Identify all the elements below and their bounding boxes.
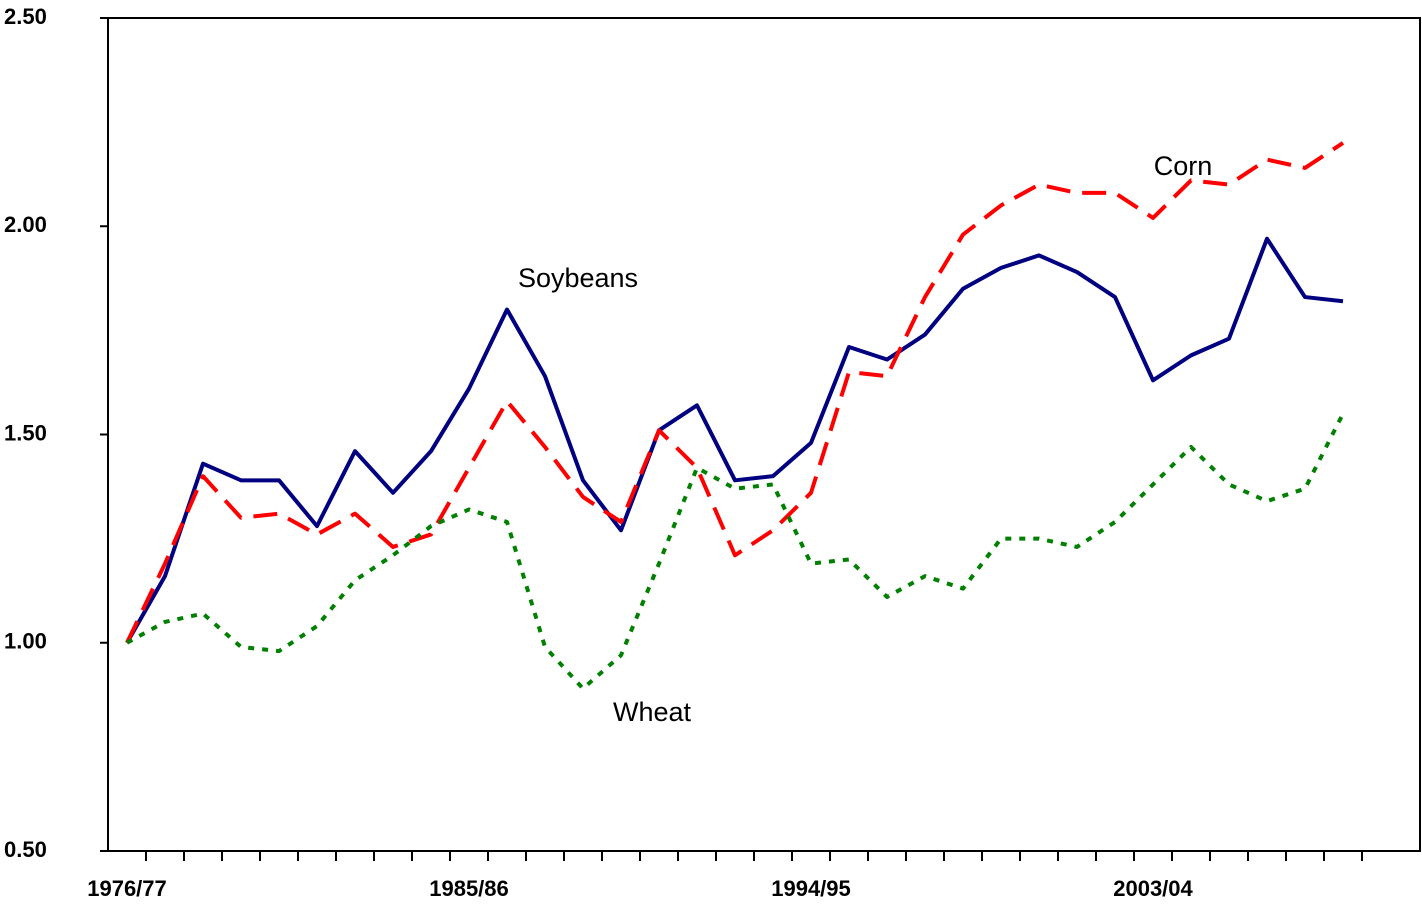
x-tick-label: 1976/77	[87, 876, 167, 901]
y-tick-label: 2.50	[4, 4, 47, 29]
series-line	[125, 236, 1344, 644]
x-tick-label: 1994/95	[771, 876, 851, 901]
series-label: Wheat	[613, 697, 692, 727]
series-label: Soybeans	[518, 263, 638, 293]
y-tick-label: 1.00	[4, 629, 47, 654]
x-tick-label: 1985/86	[429, 876, 509, 901]
series-label: Corn	[1154, 151, 1213, 181]
y-tick-label: 1.50	[4, 420, 47, 445]
y-tick-label: 0.50	[4, 837, 47, 862]
plot-frame	[107, 17, 1421, 852]
y-tick-label: 2.00	[4, 212, 47, 237]
series-line	[125, 141, 1345, 644]
x-tick-label: 2003/04	[1113, 876, 1193, 901]
